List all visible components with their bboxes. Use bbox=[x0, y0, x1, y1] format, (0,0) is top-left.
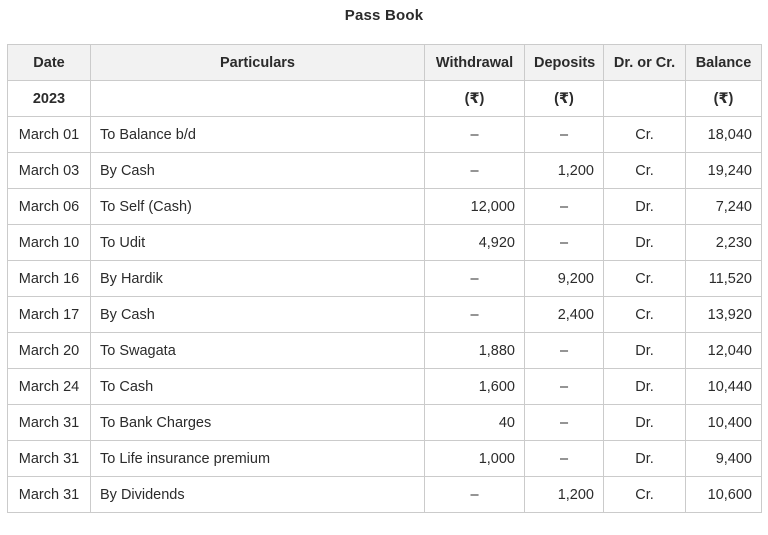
table-row: March 24 To Cash 1,600– Dr. 10,440 bbox=[7, 368, 762, 405]
table-row: March 20 To Swagata 1,880– Dr. 12,040 bbox=[7, 332, 762, 369]
subheader-cell-balance: (₹) bbox=[685, 80, 762, 117]
cell-deposits: – bbox=[524, 440, 604, 477]
cell-withdrawal: 1,000 bbox=[424, 440, 525, 477]
cell-particulars: By Hardik bbox=[90, 260, 425, 297]
cell-deposits: – bbox=[524, 188, 604, 225]
cell-balance: 7,240 bbox=[685, 188, 762, 225]
cell-particulars: By Dividends bbox=[90, 476, 425, 513]
table-row: March 31 To Bank Charges 40– Dr. 10,400 bbox=[7, 404, 762, 441]
column-header-balance: Balance bbox=[685, 44, 762, 81]
cell-deposits: – bbox=[524, 224, 604, 261]
cell-particulars: To Bank Charges bbox=[90, 404, 425, 441]
subheader-row: 2023 (₹) (₹) (₹) bbox=[7, 80, 762, 117]
column-header-date: Date bbox=[7, 44, 91, 81]
cell-drcr: Cr. bbox=[603, 116, 686, 153]
cell-date: March 03 bbox=[7, 152, 91, 189]
cell-withdrawal: 40 bbox=[424, 404, 525, 441]
cell-drcr: Dr. bbox=[603, 224, 686, 261]
cell-drcr: Dr. bbox=[603, 332, 686, 369]
cell-balance: 2,230 bbox=[685, 224, 762, 261]
cell-particulars: To Udit bbox=[90, 224, 425, 261]
table-row: March 31 By Dividends –1,200 Cr. 10,600 bbox=[7, 476, 762, 513]
column-header-drcr: Dr. or Cr. bbox=[603, 44, 686, 81]
cell-date: March 10 bbox=[7, 224, 91, 261]
cell-date: March 17 bbox=[7, 296, 91, 333]
cell-balance: 9,400 bbox=[685, 440, 762, 477]
table-row: March 10 To Udit 4,920– Dr. 2,230 bbox=[7, 224, 762, 261]
cell-drcr: Cr. bbox=[603, 260, 686, 297]
cell-deposits: – bbox=[524, 332, 604, 369]
table-body: 2023 (₹) (₹) (₹) March 01 To Balance b/d – – Cr.… bbox=[7, 80, 762, 513]
cell-drcr: Dr. bbox=[603, 440, 686, 477]
cell-date: March 31 bbox=[7, 440, 91, 477]
cell-balance: 12,040 bbox=[685, 332, 762, 369]
passbook-table: Date Particulars Withdrawal Deposits Dr. or … bbox=[7, 44, 762, 513]
cell-balance: 10,400 bbox=[685, 404, 762, 441]
cell-particulars: By Cash bbox=[90, 152, 425, 189]
table-row: March 17 By Cash –2,400 Cr. 13,920 bbox=[7, 296, 762, 333]
page-title: Pass Book bbox=[344, 7, 424, 24]
cell-particulars: To Swagata bbox=[90, 332, 425, 369]
cell-drcr: Dr. bbox=[603, 188, 686, 225]
cell-date: March 16 bbox=[7, 260, 91, 297]
cell-drcr: Cr. bbox=[603, 152, 686, 189]
cell-deposits: – bbox=[524, 404, 604, 441]
cell-drcr: Cr. bbox=[603, 296, 686, 333]
cell-drcr: Dr. bbox=[603, 404, 686, 441]
cell-particulars: To Balance b/d bbox=[90, 116, 425, 153]
cell-date: March 31 bbox=[7, 404, 91, 441]
table-row: March 06 To Self (Cash) 12,000– Dr. 7,240 bbox=[7, 188, 762, 225]
cell-deposits: – bbox=[524, 116, 604, 153]
column-header-particulars: Particulars bbox=[90, 44, 425, 81]
cell-drcr: Cr. bbox=[603, 476, 686, 513]
subheader-cell-drcr bbox=[603, 80, 686, 117]
table-header: Date Particulars Withdrawal Deposits Dr. or … bbox=[7, 44, 762, 81]
cell-deposits: – bbox=[524, 368, 604, 405]
cell-date: March 06 bbox=[7, 188, 91, 225]
column-header-withdrawal: Withdrawal bbox=[424, 44, 525, 81]
cell-balance: 10,600 bbox=[685, 476, 762, 513]
cell-balance: 10,440 bbox=[685, 368, 762, 405]
cell-balance: 13,920 bbox=[685, 296, 762, 333]
cell-balance: 19,240 bbox=[685, 152, 762, 189]
cell-withdrawal: – bbox=[424, 152, 525, 189]
cell-withdrawal: 4,920 bbox=[424, 224, 525, 261]
cell-withdrawal: 1,880 bbox=[424, 332, 525, 369]
header-row: Date Particulars Withdrawal Deposits Dr. or … bbox=[7, 44, 762, 81]
subheader-cell-deposits: (₹) bbox=[524, 80, 604, 117]
cell-drcr: Dr. bbox=[603, 368, 686, 405]
table-row: March 03 By Cash –1,200 Cr. 19,240 bbox=[7, 152, 762, 189]
cell-date: March 20 bbox=[7, 332, 91, 369]
cell-deposits: 9,200 bbox=[524, 260, 604, 297]
cell-deposits: 2,400 bbox=[524, 296, 604, 333]
cell-withdrawal: – bbox=[424, 296, 525, 333]
cell-balance: 18,040 bbox=[685, 116, 762, 153]
page: Pass Book Date Particulars Withdrawal Depos… bbox=[7, 7, 762, 513]
cell-particulars: By Cash bbox=[90, 296, 425, 333]
cell-withdrawal: – bbox=[424, 260, 525, 297]
cell-withdrawal: 12,000 bbox=[424, 188, 525, 225]
column-header-deposits: Deposits bbox=[524, 44, 604, 81]
cell-particulars: To Self (Cash) bbox=[90, 188, 425, 225]
cell-deposits: 1,200 bbox=[524, 476, 604, 513]
cell-deposits: 1,200 bbox=[524, 152, 604, 189]
cell-particulars: To Life insurance premium bbox=[90, 440, 425, 477]
cell-withdrawal: – bbox=[424, 116, 525, 153]
subheader-cell-withdrawal: (₹) bbox=[424, 80, 525, 117]
cell-date: March 24 bbox=[7, 368, 91, 405]
cell-balance: 11,520 bbox=[685, 260, 762, 297]
cell-particulars: To Cash bbox=[90, 368, 425, 405]
table-row: March 16 By Hardik –9,200 Cr. 11,520 bbox=[7, 260, 762, 297]
cell-withdrawal: 1,600 bbox=[424, 368, 525, 405]
subheader-cell-date: 2023 bbox=[7, 80, 91, 117]
cell-date: March 01 bbox=[7, 116, 91, 153]
table-row: March 31 To Life insurance premium 1,000– D… bbox=[7, 440, 762, 477]
table-row: March 01 To Balance b/d – – Cr. 18,040 bbox=[7, 116, 762, 153]
cell-withdrawal: – bbox=[424, 476, 525, 513]
subheader-cell-particulars bbox=[90, 80, 425, 117]
cell-date: March 31 bbox=[7, 476, 91, 513]
